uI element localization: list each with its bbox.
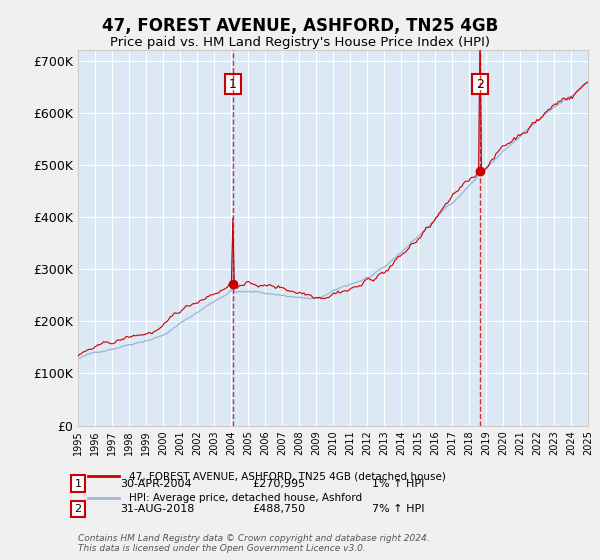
Text: 47, FOREST AVENUE, ASHFORD, TN25 4GB (detached house): 47, FOREST AVENUE, ASHFORD, TN25 4GB (de…: [129, 471, 446, 481]
Text: £488,750: £488,750: [252, 504, 305, 514]
Text: 1: 1: [74, 479, 82, 489]
Text: Contains HM Land Registry data © Crown copyright and database right 2024.
This d: Contains HM Land Registry data © Crown c…: [78, 534, 430, 553]
Text: 30-APR-2004: 30-APR-2004: [120, 479, 191, 489]
Text: 47, FOREST AVENUE, ASHFORD, TN25 4GB: 47, FOREST AVENUE, ASHFORD, TN25 4GB: [102, 17, 498, 35]
Text: 1: 1: [229, 78, 237, 91]
Text: 2: 2: [476, 78, 484, 91]
Text: £270,995: £270,995: [252, 479, 305, 489]
Text: 31-AUG-2018: 31-AUG-2018: [120, 504, 194, 514]
Text: 2: 2: [74, 504, 82, 514]
Text: Price paid vs. HM Land Registry's House Price Index (HPI): Price paid vs. HM Land Registry's House …: [110, 36, 490, 49]
Text: 1% ↑ HPI: 1% ↑ HPI: [372, 479, 424, 489]
Text: 7% ↑ HPI: 7% ↑ HPI: [372, 504, 425, 514]
Text: HPI: Average price, detached house, Ashford: HPI: Average price, detached house, Ashf…: [129, 493, 362, 503]
